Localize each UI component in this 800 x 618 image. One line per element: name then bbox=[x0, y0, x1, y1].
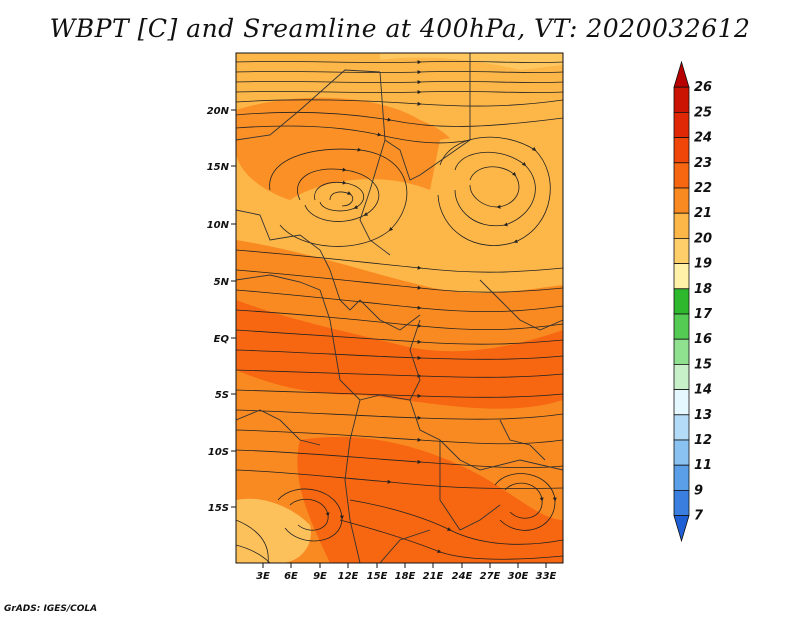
lon-label: 24E bbox=[452, 571, 473, 582]
lon-label: 15E bbox=[367, 571, 388, 582]
chart-title: WBPT [C] and Sreamline at 400hPa, VT: 20… bbox=[49, 14, 751, 43]
lon-label: 6E bbox=[284, 571, 298, 582]
lon-label: 9E bbox=[313, 571, 327, 582]
colorbar-swatch bbox=[673, 137, 690, 164]
colorbar-swatch bbox=[673, 464, 690, 491]
footer-credit: GrADS: IGES/COLA bbox=[4, 604, 98, 614]
lon-label: 12E bbox=[338, 571, 359, 582]
colorbar-swatch bbox=[673, 237, 690, 264]
colorbar-swatch bbox=[673, 414, 690, 441]
lon-label: 3E bbox=[256, 571, 270, 582]
lat-label: 15S bbox=[208, 503, 229, 514]
lon-label: 21E bbox=[423, 571, 444, 582]
colorbar-label: 25 bbox=[694, 105, 712, 120]
colorbar-swatch bbox=[673, 363, 690, 390]
colorbar-label: 22 bbox=[694, 181, 712, 196]
map-area bbox=[236, 53, 563, 563]
colorbar: 26 25 24 23 22 21 20 19 18 17 16 15 14 13 12 11 9 7 bbox=[673, 60, 713, 543]
colorbar-swatch bbox=[673, 489, 690, 516]
colorbar-swatch bbox=[673, 187, 690, 214]
colorbar-label: 23 bbox=[694, 156, 712, 171]
lat-label: 15N bbox=[207, 162, 230, 173]
colorbar-swatch bbox=[673, 86, 690, 113]
colorbar-label: 20 bbox=[694, 231, 712, 246]
country-borders bbox=[236, 53, 563, 563]
colorbar-swatch bbox=[673, 162, 690, 189]
lat-label: 5N bbox=[214, 277, 230, 288]
colorbar-swatch bbox=[673, 212, 690, 239]
colorbar-label: 24 bbox=[694, 131, 712, 146]
streamlines bbox=[236, 60, 563, 563]
map-frame bbox=[235, 52, 564, 564]
colorbar-swatch bbox=[673, 313, 690, 340]
lon-label: 27E bbox=[480, 571, 501, 582]
lat-label: EQ bbox=[214, 334, 230, 345]
colorbar-label: 26 bbox=[694, 80, 712, 95]
field-zone-south bbox=[297, 436, 563, 563]
colorbar-swatch bbox=[673, 288, 690, 315]
field-zone-southwest bbox=[236, 498, 311, 563]
colorbar-swatch bbox=[673, 263, 690, 290]
colorbar-swatch bbox=[673, 389, 690, 416]
colorbar-swatch bbox=[673, 515, 690, 543]
colorbar-swatch bbox=[673, 338, 690, 365]
lat-label: 5S bbox=[215, 390, 229, 401]
lon-label: 18E bbox=[395, 571, 416, 582]
lat-label: 10S bbox=[208, 447, 229, 458]
lon-label: 30E bbox=[508, 571, 529, 582]
colorbar-swatch bbox=[673, 112, 690, 139]
colorbar-label: 7 bbox=[694, 509, 704, 524]
lat-label: 20N bbox=[207, 106, 230, 117]
colorbar-swatch bbox=[673, 439, 690, 466]
colorbar-label: 21 bbox=[694, 206, 712, 221]
colorbar-label: 14 bbox=[694, 383, 712, 398]
colorbar-label: 9 bbox=[694, 483, 703, 498]
field-zone-top bbox=[380, 53, 563, 70]
colorbar-label: 11 bbox=[694, 458, 712, 473]
colorbar-label: 17 bbox=[694, 307, 713, 322]
colorbar-label: 12 bbox=[694, 433, 712, 448]
lat-axis: 20N 15N 10N 5N EQ 5S 10S 15S bbox=[207, 106, 236, 514]
field-zone-equatorial bbox=[236, 300, 563, 409]
colorbar-swatch bbox=[673, 60, 690, 88]
colorbar-label: 18 bbox=[694, 282, 712, 297]
lon-label: 33E bbox=[536, 571, 557, 582]
colorbar-label: 13 bbox=[694, 408, 712, 423]
colorbar-label: 15 bbox=[694, 357, 712, 372]
lat-label: 10N bbox=[207, 220, 230, 231]
lon-axis: 3E 6E 9E 12E 15E 18E 21E 24E 27E 30E 33E bbox=[256, 563, 557, 582]
colorbar-label: 16 bbox=[694, 332, 712, 347]
colorbar-label: 19 bbox=[694, 257, 712, 272]
